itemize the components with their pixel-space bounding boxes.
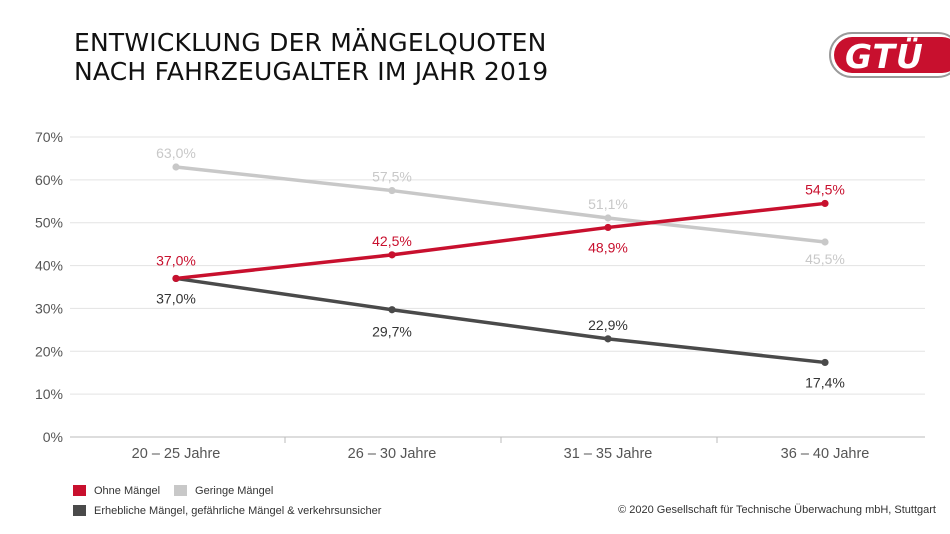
x-tick-label: 26 – 30 Jahre xyxy=(348,446,437,462)
data-point xyxy=(821,238,829,246)
data-point xyxy=(821,199,829,208)
data-point xyxy=(388,251,396,259)
gtu-logo-text: GTÜ xyxy=(845,36,924,76)
data-point xyxy=(604,214,612,222)
data-label: 17,4% xyxy=(805,374,845,390)
legend-swatch-red xyxy=(73,485,86,496)
y-tick-label: 70% xyxy=(35,129,63,145)
y-tick-label: 0% xyxy=(43,429,63,445)
y-tick-label: 40% xyxy=(35,258,63,274)
chart-legend: Ohne Mängel Geringe Mängel Erhebliche Mä… xyxy=(73,484,395,524)
data-point xyxy=(388,306,396,314)
data-label: 51,1% xyxy=(588,196,628,212)
legend-label: Ohne Mängel xyxy=(94,484,161,497)
data-point xyxy=(388,186,396,195)
legend-label: Geringe Mängel xyxy=(195,484,274,497)
y-tick-label: 30% xyxy=(35,300,63,316)
y-tick-label: 20% xyxy=(35,343,63,359)
x-tick-label: 20 – 25 Jahre xyxy=(132,446,221,462)
legend-item-ohne-maengel: Ohne Mängel xyxy=(73,485,160,497)
data-label: 54,5% xyxy=(805,181,845,197)
series-line xyxy=(174,165,827,244)
legend-item-erhebliche-maengel: Erhebliche Mängel, gefährliche Mängel & … xyxy=(73,505,381,517)
data-point xyxy=(172,274,180,283)
y-tick-label: 60% xyxy=(35,172,63,188)
title-line-1: ENTWICKLUNG DER MÄNGELQUOTEN xyxy=(74,28,547,57)
data-label: 29,7% xyxy=(372,324,412,340)
data-label: 22,9% xyxy=(588,317,628,333)
y-tick-label: 10% xyxy=(35,386,63,402)
copyright-note: © 2020 Gesellschaft für Technische Überw… xyxy=(618,504,936,516)
data-point xyxy=(821,358,829,367)
data-label: 37,0% xyxy=(156,252,196,268)
title-line-2: NACH FAHRZEUGALTER IM JAHR 2019 xyxy=(74,57,549,86)
x-tick-label: 36 – 40 Jahre xyxy=(781,446,870,462)
legend-item-geringe-maengel: Geringe Mängel xyxy=(174,485,273,497)
legend-swatch-dark-gray xyxy=(73,505,86,516)
data-point xyxy=(604,335,612,343)
series-line xyxy=(174,276,827,365)
data-label: 57,5% xyxy=(372,169,412,185)
data-label: 63,0% xyxy=(156,145,196,161)
data-label: 48,9% xyxy=(588,239,628,255)
data-point xyxy=(604,223,612,232)
data-label: 37,0% xyxy=(156,290,196,306)
series-line xyxy=(174,201,827,281)
data-point xyxy=(172,163,180,171)
chart-title: ENTWICKLUNG DER MÄNGELQUOTEN NACH FAHRZE… xyxy=(74,28,548,86)
gtu-logo: GTÜ xyxy=(829,32,950,78)
line-chart: 0% 10% 20% 30% 40% 50% 60% 70% 20 – 25 Jahre 26 –… xyxy=(35,129,925,462)
x-tick-label: 31 – 35 Jahre xyxy=(564,446,653,462)
data-label: 42,5% xyxy=(372,233,412,249)
data-label: 45,5% xyxy=(805,251,845,267)
legend-swatch-light-gray xyxy=(174,485,188,496)
y-tick-label: 50% xyxy=(35,215,63,231)
legend-label: Erhebliche Mängel, gefährliche Mängel & … xyxy=(94,504,382,517)
